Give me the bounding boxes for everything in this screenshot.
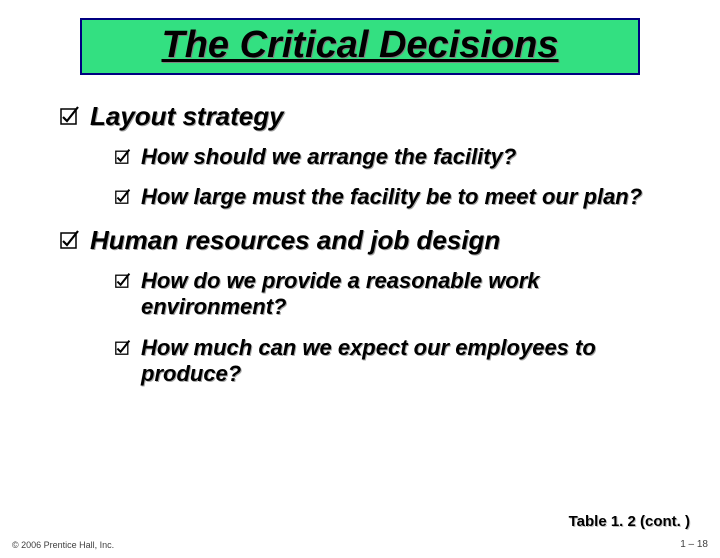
content-area: Layout strategy How should we arrange th… xyxy=(0,75,720,387)
bullet-item: How large must the facility be to meet o… xyxy=(115,184,670,210)
checkbox-icon xyxy=(115,148,131,164)
table-reference: Table 1. 2 (cont. ) xyxy=(569,513,690,530)
bullet-text: How large must the facility be to meet o… xyxy=(141,184,670,210)
bullet-text: How much can we expect our employees to … xyxy=(141,335,670,388)
checkbox-icon xyxy=(115,272,131,288)
bullet-item: How do we provide a reasonable work envi… xyxy=(115,268,670,321)
checkbox-icon xyxy=(115,339,131,355)
section-2-heading: Human resources and job design xyxy=(60,225,670,256)
checkbox-icon xyxy=(115,188,131,204)
section-label: Human resources and job design xyxy=(90,225,500,256)
section-label: Layout strategy xyxy=(90,101,284,132)
bullet-text: How should we arrange the facility? xyxy=(141,144,670,170)
page-number: 1 – 18 xyxy=(680,539,708,550)
bullet-text: How do we provide a reasonable work envi… xyxy=(141,268,670,321)
checkbox-icon xyxy=(60,229,80,249)
slide-title: The Critical Decisions xyxy=(161,24,558,66)
checkbox-icon xyxy=(60,105,80,125)
section-1-heading: Layout strategy xyxy=(60,101,670,132)
bullet-item: How should we arrange the facility? xyxy=(115,144,670,170)
bullet-item: How much can we expect our employees to … xyxy=(115,335,670,388)
title-box: The Critical Decisions xyxy=(80,18,640,75)
copyright-text: © 2006 Prentice Hall, Inc. xyxy=(12,540,114,550)
